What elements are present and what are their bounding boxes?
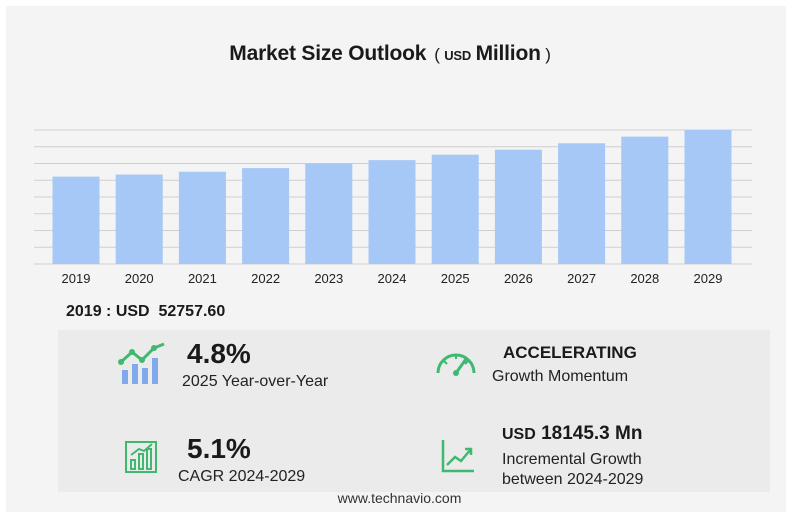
bar-chart: 2019 2020 2021 2022 2023 2024 2025 2026 2027 2028… [34, 129, 752, 286]
yoy-value: 4.8% [187, 338, 251, 369]
bar-2023 [305, 163, 353, 264]
bar-2026 [494, 149, 542, 264]
bar-2019 [52, 176, 100, 264]
cagr-value: 5.1% [187, 433, 251, 464]
incremental-label-1: Incremental Growth [502, 451, 642, 468]
incremental-currency: USD [502, 426, 536, 443]
incremental-label-2: between 2024-2029 [502, 471, 644, 488]
incremental-value: USD 18145.3 Mn [502, 423, 642, 445]
x-tick-label: 2026 [504, 271, 533, 286]
title-unit: ( USD Million ) [434, 42, 551, 65]
title-unit-label: Million [475, 42, 541, 65]
bar-2022 [242, 168, 290, 264]
stats-panel [58, 330, 770, 492]
x-tick-label: 2022 [251, 271, 280, 286]
bar-2027 [558, 143, 606, 264]
bar-2028 [621, 136, 669, 264]
x-tick-label: 2021 [188, 271, 217, 286]
momentum-value: ACCELERATING [503, 343, 637, 362]
bar-2024 [368, 160, 416, 264]
x-tick-label: 2025 [441, 271, 470, 286]
bar-2025 [431, 154, 479, 264]
footer-site: www.technavio.com [337, 490, 462, 506]
bar-2020 [115, 174, 163, 264]
momentum-label: Growth Momentum [492, 368, 629, 385]
bars [52, 130, 732, 264]
cagr-label: CAGR 2024-2029 [178, 468, 306, 485]
x-tick-label: 2019 [62, 271, 91, 286]
base-year-label: 2019 : USD [66, 303, 150, 320]
x-axis-ticks: 2019 2020 2021 2022 2023 2024 2025 2026 2027 2028… [62, 271, 723, 286]
base-year-value: 2019 : USD 52757.60 [66, 303, 225, 321]
bar-2021 [178, 171, 226, 264]
x-tick-label: 2020 [125, 271, 154, 286]
x-tick-label: 2023 [314, 271, 343, 286]
x-tick-label: 2028 [630, 271, 659, 286]
x-tick-label: 2024 [378, 271, 407, 286]
bar-chart-icon [125, 441, 157, 473]
yoy-label: 2025 Year-over-Year [182, 373, 329, 390]
bar-2029 [684, 130, 732, 264]
line-growth-icon [441, 440, 474, 473]
x-tick-label: 2029 [694, 271, 723, 286]
incremental-amount: 18145.3 Mn [541, 423, 643, 444]
speedometer-icon [436, 353, 476, 376]
base-year-amount: 52757.60 [158, 303, 226, 320]
bar-growth-icon [118, 342, 165, 384]
x-tick-label: 2027 [567, 271, 596, 286]
title-text: Market Size Outlook [229, 42, 427, 65]
chart-title: Market Size Outlook ( USD Million ) [0, 42, 780, 66]
title-currency: USD [444, 48, 472, 63]
